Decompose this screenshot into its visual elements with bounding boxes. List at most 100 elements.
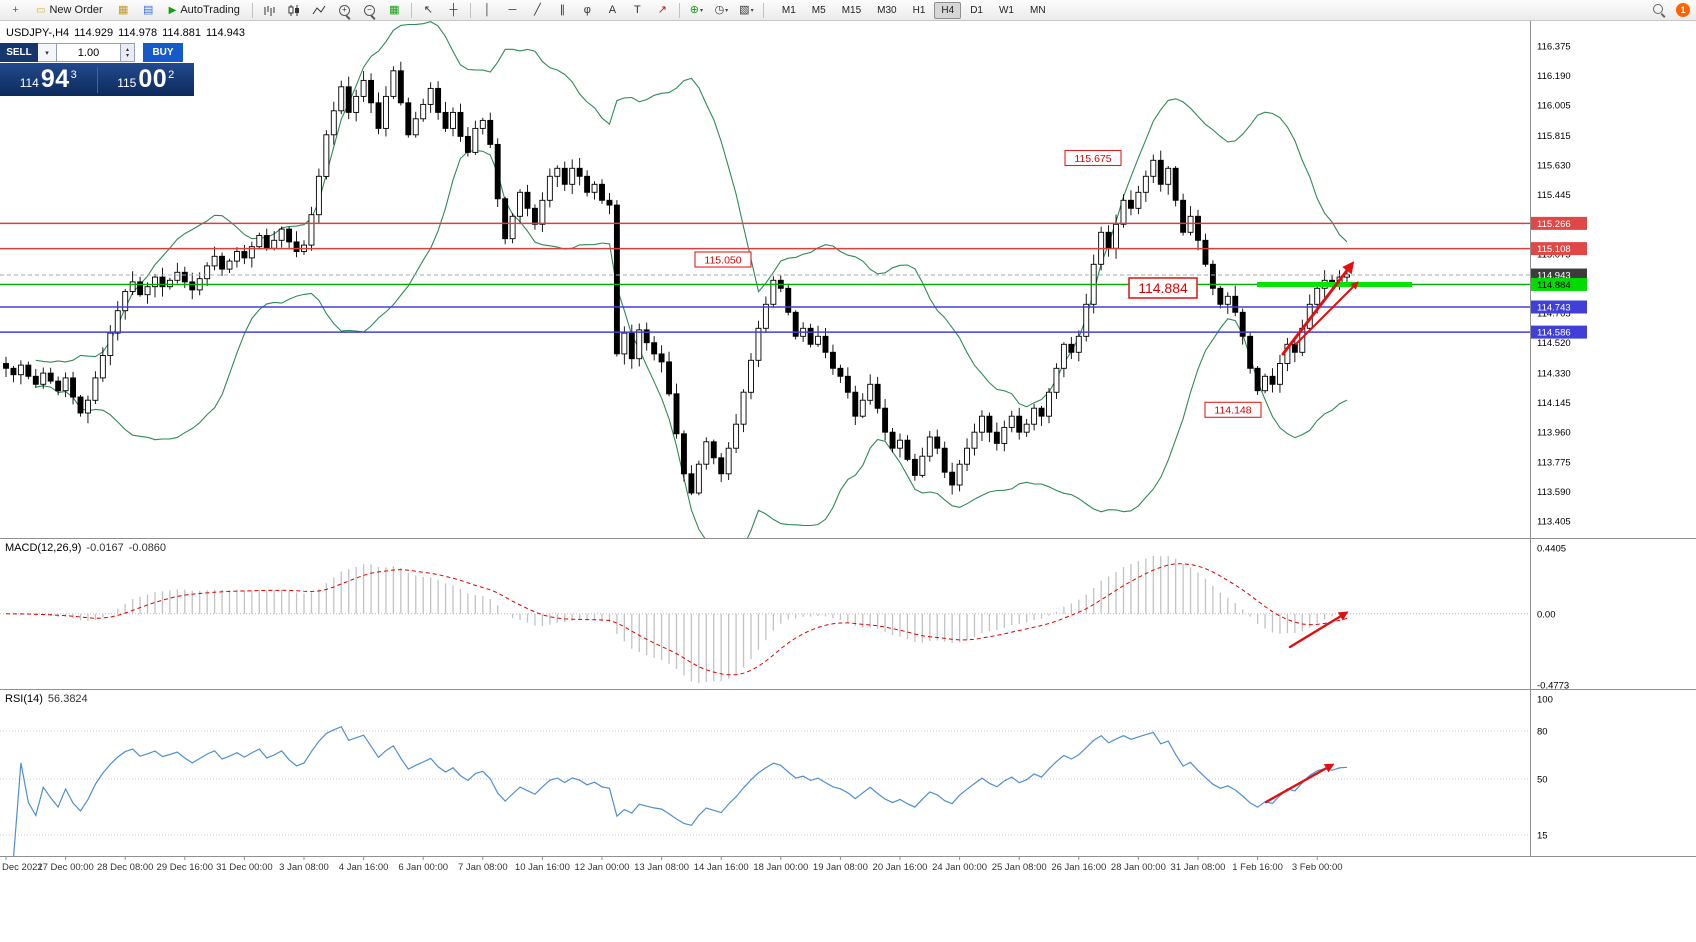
volume-input[interactable] xyxy=(57,43,121,62)
fibonacci-icon[interactable]: φ xyxy=(583,3,591,16)
buy-price-point: 2 xyxy=(168,69,175,81)
bar-chart-icon[interactable] xyxy=(258,2,281,19)
new-order-button[interactable]: ▭ New Order xyxy=(36,4,103,16)
volume-stepper[interactable]: ▴ ▾ xyxy=(121,43,135,62)
candles-series xyxy=(3,61,1350,496)
svg-text:31 Dec 00:00: 31 Dec 00:00 xyxy=(216,862,273,873)
svg-text:18 Jan 00:00: 18 Jan 00:00 xyxy=(753,862,808,873)
macd-signal-line xyxy=(5,563,1348,676)
macd-indicator-label: MACD(12,26,9) -0.0167 -0.0860 xyxy=(5,542,166,554)
svg-text:114.743: 114.743 xyxy=(1537,303,1571,314)
svg-text:114.705: 114.705 xyxy=(1537,309,1571,320)
buy-button[interactable]: BUY xyxy=(143,43,183,62)
notification-badge[interactable]: 1 xyxy=(1676,3,1690,17)
svg-text:116.005: 116.005 xyxy=(1537,101,1571,112)
periods-icon[interactable]: ◷ ▾ xyxy=(714,3,729,16)
caret-down-icon: ▾ xyxy=(125,52,129,59)
charts-icon[interactable]: ▦ xyxy=(117,3,129,16)
cursor-icon[interactable]: ↖ xyxy=(423,3,433,16)
svg-text:25 Jan 08:00: 25 Jan 08:00 xyxy=(992,862,1047,873)
horizontal-level-lines[interactable] xyxy=(0,222,1530,333)
annotation-114.884[interactable]: 114.884 xyxy=(1128,277,1198,299)
trend-arrow[interactable] xyxy=(1288,611,1349,649)
svg-text:4 Jan 16:00: 4 Jan 16:00 xyxy=(339,862,389,873)
sell-price-point: 3 xyxy=(70,69,77,81)
rsi-line xyxy=(13,725,1348,856)
svg-text:114.943: 114.943 xyxy=(1537,271,1571,282)
annotation-115.675[interactable]: 115.675 xyxy=(1064,149,1122,167)
candlestick-icon[interactable] xyxy=(283,2,306,19)
chart-area[interactable]: 116.375 116.190 116.005 115.815 115.630 115.4… xyxy=(0,21,1696,942)
toolbar-separator xyxy=(762,2,764,18)
trend-arrow[interactable] xyxy=(1295,281,1359,345)
svg-text:116.375: 116.375 xyxy=(1537,42,1571,53)
arrows-icon[interactable]: ↗ xyxy=(657,3,667,16)
indicators-icon[interactable]: ⊕ ▾ xyxy=(689,3,703,16)
sell-price-display[interactable]: 114 94 3 xyxy=(0,67,97,92)
svg-text:50: 50 xyxy=(1537,775,1548,786)
tile-windows-icon[interactable]: ▦ xyxy=(389,3,400,16)
svg-text:20 Jan 16:00: 20 Jan 16:00 xyxy=(873,862,928,873)
svg-text:114.586: 114.586 xyxy=(1537,328,1571,339)
svg-text:29 Dec 16:00: 29 Dec 16:00 xyxy=(157,862,214,873)
svg-text:0.4405: 0.4405 xyxy=(1537,544,1566,555)
timeframe-button-M5[interactable]: M5 xyxy=(811,4,826,16)
search-icon[interactable] xyxy=(1652,3,1666,17)
timeframe-button-M30[interactable]: M30 xyxy=(877,4,897,16)
price-chart[interactable]: 116.375 116.190 116.005 115.815 115.630 115.4… xyxy=(0,21,1696,942)
trend-arrow[interactable] xyxy=(1264,763,1335,804)
zoom-out-icon[interactable]: − xyxy=(358,2,381,20)
line-chart-icon[interactable] xyxy=(308,2,331,19)
toolbar-separator xyxy=(251,2,253,18)
zoom-in-icon[interactable]: + xyxy=(333,2,356,20)
crosshair-icon[interactable]: ┼ xyxy=(449,3,458,16)
trendline-icon[interactable]: ╱ xyxy=(534,3,541,16)
svg-text:19 Jan 08:00: 19 Jan 08:00 xyxy=(813,862,868,873)
svg-text:7 Jan 08:00: 7 Jan 08:00 xyxy=(458,862,508,873)
svg-text:6 Jan 00:00: 6 Jan 00:00 xyxy=(398,862,448,873)
svg-text:114.884: 114.884 xyxy=(1138,280,1188,296)
annotation-114.148[interactable]: 114.148 xyxy=(1204,401,1262,418)
timeframe-button-MN[interactable]: MN xyxy=(1029,4,1046,16)
svg-text:28 Dec 08:00: 28 Dec 08:00 xyxy=(97,862,154,873)
market-watch-icon[interactable]: ▤ xyxy=(142,3,154,16)
macd-histogram xyxy=(12,555,1348,683)
svg-text:1 Feb 16:00: 1 Feb 16:00 xyxy=(1232,862,1283,873)
buy-price-pips: 00 xyxy=(138,65,168,93)
svg-text:115.266: 115.266 xyxy=(1537,219,1571,230)
timeframe-button-W1[interactable]: W1 xyxy=(998,4,1014,16)
svg-text:10 Jan 16:00: 10 Jan 16:00 xyxy=(515,862,570,873)
annotation-115.050[interactable]: 115.050 xyxy=(694,251,752,268)
svg-text:115.675: 115.675 xyxy=(1074,153,1111,165)
trend-arrow[interactable] xyxy=(1281,261,1355,356)
volume-dropdown-button[interactable]: ▾ xyxy=(38,43,57,62)
text-icon[interactable]: A xyxy=(608,3,617,16)
toolbar-separator xyxy=(678,2,680,18)
timeframe-button-M15[interactable]: M15 xyxy=(841,4,862,16)
sell-price-pips: 94 xyxy=(40,65,70,93)
new-chart-icon[interactable]: + xyxy=(12,3,19,16)
channel-icon[interactable]: ∥ xyxy=(559,3,566,16)
timeframe-button-H1[interactable]: H1 xyxy=(912,4,926,16)
svg-text:12 Jan 00:00: 12 Jan 00:00 xyxy=(575,862,630,873)
autotrading-button[interactable]: ▶ AutoTrading xyxy=(168,4,240,16)
toolbar-separator xyxy=(410,2,412,18)
timeframe-button-H4[interactable]: H4 xyxy=(934,1,962,19)
svg-text:100: 100 xyxy=(1537,695,1553,706)
timeframe-button-D1[interactable]: D1 xyxy=(970,4,983,16)
vertical-line-icon[interactable]: │ xyxy=(483,3,491,16)
svg-text:115.630: 115.630 xyxy=(1537,161,1571,172)
new-order-button-icon: ▭ xyxy=(36,4,46,16)
buy-price-display[interactable]: 115 00 2 xyxy=(98,67,195,92)
horizontal-line-icon[interactable]: ─ xyxy=(508,3,517,16)
svg-text:114.884: 114.884 xyxy=(1537,280,1571,291)
svg-text:114.330: 114.330 xyxy=(1537,369,1571,380)
price-badge-114.743: 114.743 xyxy=(1531,300,1587,314)
svg-text:28 Jan 00:00: 28 Jan 00:00 xyxy=(1111,862,1166,873)
sell-button[interactable]: SELL xyxy=(0,43,38,62)
timeframe-button-M1[interactable]: M1 xyxy=(781,4,796,16)
templates-icon[interactable]: ▧ ▾ xyxy=(739,3,754,16)
label-icon[interactable]: T xyxy=(634,3,641,16)
autotrading-button-icon: ▶ xyxy=(168,4,177,16)
